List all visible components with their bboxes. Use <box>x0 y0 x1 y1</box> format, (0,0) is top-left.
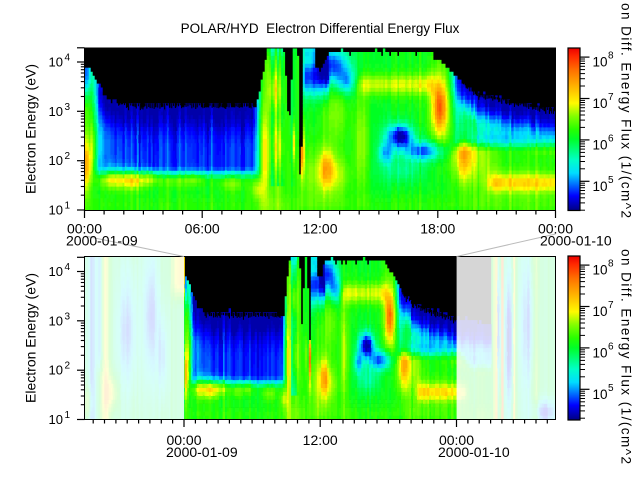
svg-text:1: 1 <box>65 201 71 212</box>
svg-text:2000-01-10: 2000-01-10 <box>438 444 510 460</box>
svg-text:10: 10 <box>49 104 63 119</box>
svg-text:10: 10 <box>49 264 63 279</box>
svg-text:10: 10 <box>49 412 63 427</box>
svg-text:6: 6 <box>608 341 614 352</box>
svg-text:12:00: 12:00 <box>302 221 337 237</box>
svg-text:3: 3 <box>65 102 71 113</box>
svg-text:10: 10 <box>593 304 608 319</box>
svg-text:10: 10 <box>593 55 608 70</box>
svg-text:2: 2 <box>65 361 71 372</box>
svg-text:10: 10 <box>593 179 608 194</box>
svg-text:00:00: 00:00 <box>439 432 474 448</box>
svg-text:2: 2 <box>65 151 71 162</box>
svg-text:10: 10 <box>49 153 63 168</box>
svg-text:2000-01-10: 2000-01-10 <box>540 233 612 249</box>
svg-text:3: 3 <box>65 311 71 322</box>
svg-text:8: 8 <box>608 259 614 270</box>
svg-text:10: 10 <box>49 313 63 328</box>
svg-text:Electron Energy (eV): Electron Energy (eV) <box>23 273 39 403</box>
svg-text:on Diff. Energy Flux (1/(cm^2: on Diff. Energy Flux (1/(cm^2 <box>619 249 634 464</box>
svg-text:POLAR/HYD Electron Differenti: POLAR/HYD Electron Differential Energy F… <box>181 21 460 36</box>
svg-text:18:00: 18:00 <box>420 221 455 237</box>
svg-text:4: 4 <box>65 262 71 273</box>
svg-text:7: 7 <box>608 300 614 311</box>
svg-text:2000-01-09: 2000-01-09 <box>66 233 138 249</box>
svg-text:12:00: 12:00 <box>303 432 338 448</box>
svg-text:10: 10 <box>593 387 608 402</box>
svg-text:6: 6 <box>608 133 614 144</box>
svg-text:Electron Energy (eV): Electron Energy (eV) <box>23 64 39 194</box>
svg-text:2000-01-09: 2000-01-09 <box>166 444 238 460</box>
svg-text:10: 10 <box>593 263 608 278</box>
svg-text:5: 5 <box>608 175 614 186</box>
svg-text:10: 10 <box>593 137 608 152</box>
svg-text:1: 1 <box>65 410 71 421</box>
svg-text:10: 10 <box>593 345 608 360</box>
svg-text:10: 10 <box>49 203 63 218</box>
svg-text:4: 4 <box>65 53 71 64</box>
svg-text:00:00: 00:00 <box>67 221 102 237</box>
svg-text:06:00: 06:00 <box>185 221 220 237</box>
svg-text:10: 10 <box>49 363 63 378</box>
svg-text:7: 7 <box>608 92 614 103</box>
svg-text:10: 10 <box>593 96 608 111</box>
svg-text:00:00: 00:00 <box>538 221 573 237</box>
svg-text:on Diff. Energy Flux (1/(cm^2: on Diff. Energy Flux (1/(cm^2 <box>619 3 634 218</box>
svg-text:00:00: 00:00 <box>166 432 201 448</box>
svg-text:8: 8 <box>608 51 614 62</box>
svg-text:10: 10 <box>49 55 63 70</box>
svg-text:5: 5 <box>608 383 614 394</box>
